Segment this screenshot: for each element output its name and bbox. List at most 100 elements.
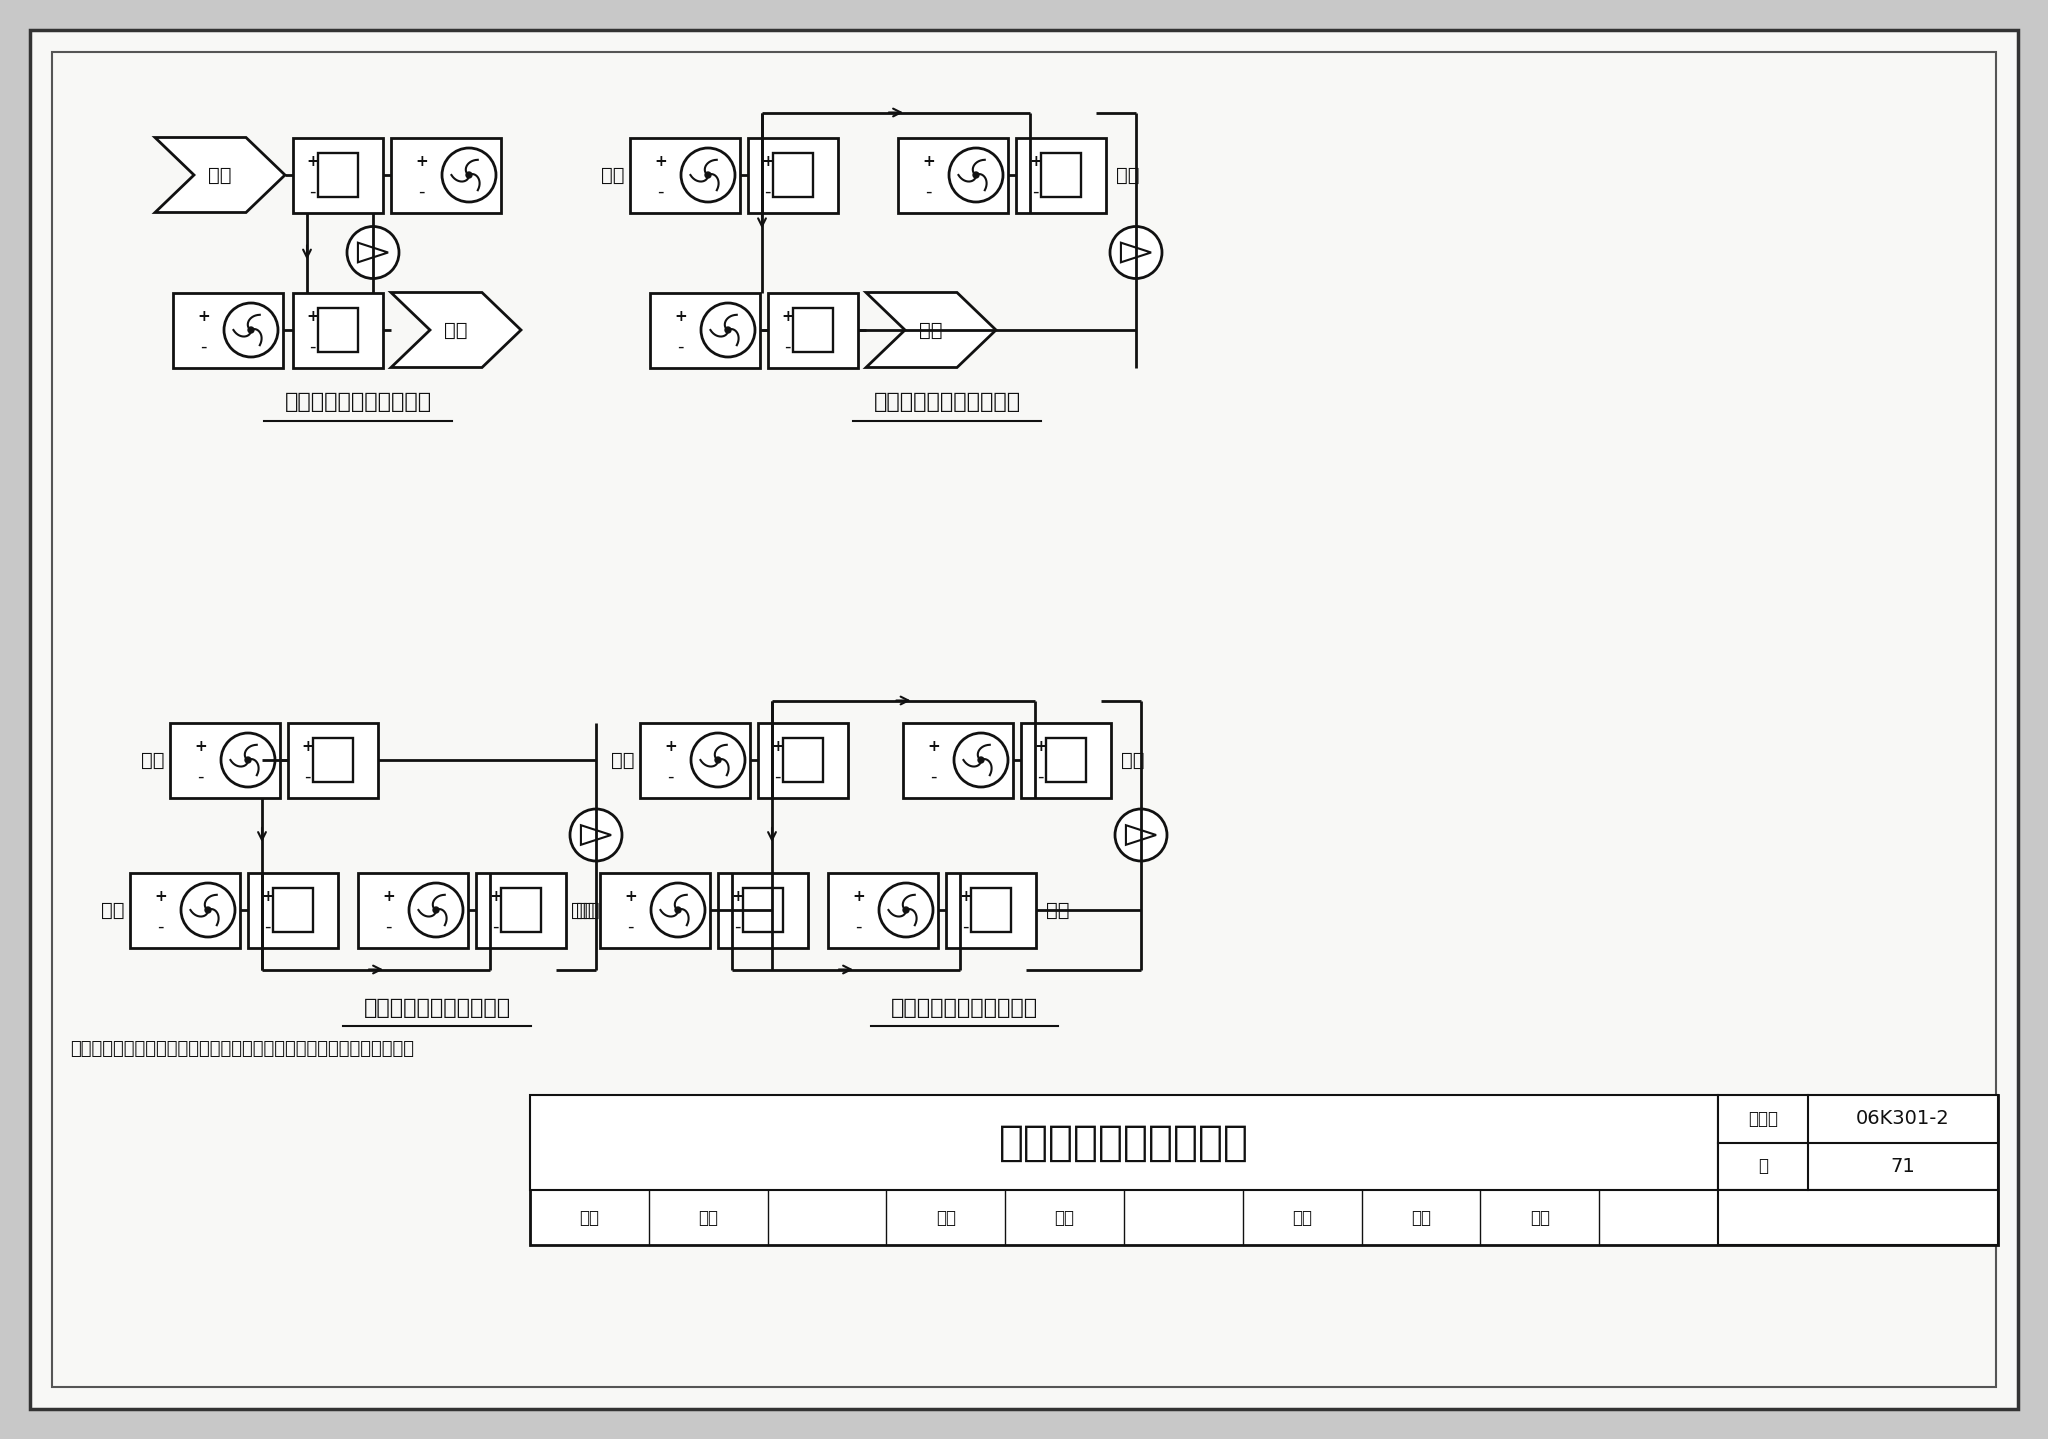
Bar	[768, 292, 858, 367]
Bar	[248, 872, 338, 947]
Text: -: -	[201, 338, 207, 355]
Bar	[631, 138, 739, 213]
Circle shape	[879, 884, 934, 937]
Text: 06K301-2: 06K301-2	[1855, 1109, 1950, 1128]
Bar	[758, 722, 848, 797]
Circle shape	[248, 327, 254, 332]
Circle shape	[651, 884, 705, 937]
Text: +: +	[195, 740, 207, 754]
Bar	[946, 872, 1036, 947]
Text: 审核: 审核	[580, 1209, 600, 1226]
Text: +: +	[772, 740, 784, 754]
Circle shape	[180, 884, 236, 937]
Bar	[502, 888, 541, 931]
Polygon shape	[156, 138, 285, 213]
Text: 新风: 新风	[602, 165, 625, 184]
Text: +: +	[262, 889, 274, 904]
Bar	[530, 1095, 1718, 1190]
Circle shape	[223, 304, 279, 357]
Circle shape	[432, 907, 438, 912]
Bar	[317, 153, 358, 197]
Circle shape	[346, 226, 399, 279]
Text: -: -	[1038, 767, 1044, 786]
Text: 71: 71	[1890, 1157, 1915, 1176]
Text: -: -	[657, 183, 664, 200]
Bar	[530, 1095, 1999, 1245]
Text: +: +	[928, 740, 940, 754]
Text: -: -	[494, 918, 500, 935]
Text: -: -	[668, 767, 674, 786]
Text: -: -	[197, 767, 205, 786]
Text: +: +	[307, 154, 319, 168]
Text: +: +	[922, 154, 936, 168]
Text: 排风: 排风	[444, 321, 467, 340]
Polygon shape	[358, 243, 387, 262]
Bar	[903, 722, 1014, 797]
Circle shape	[410, 884, 463, 937]
Bar	[748, 138, 838, 213]
Bar	[391, 138, 502, 213]
Text: +: +	[1030, 154, 1042, 168]
Text: +: +	[416, 154, 428, 168]
Bar	[1718, 1190, 1999, 1245]
Bar	[313, 738, 352, 781]
Circle shape	[682, 148, 735, 201]
Bar	[1040, 153, 1081, 197]
Bar	[897, 138, 1008, 213]
Text: +: +	[197, 309, 211, 324]
Text: 新风: 新风	[1120, 751, 1145, 770]
Text: +: +	[852, 889, 864, 904]
Text: +: +	[307, 309, 319, 324]
Text: 校对: 校对	[936, 1209, 956, 1226]
Text: -: -	[305, 767, 311, 786]
Circle shape	[205, 907, 211, 912]
Text: -: -	[856, 918, 862, 935]
Text: 王谦: 王谦	[1411, 1209, 1432, 1226]
Text: 排风: 排风	[575, 901, 600, 920]
Text: 新风: 新风	[612, 751, 635, 770]
Text: +: +	[762, 154, 774, 168]
Text: 页: 页	[1757, 1157, 1767, 1176]
Text: -: -	[385, 918, 391, 935]
Bar	[793, 308, 834, 351]
Bar	[272, 888, 313, 931]
Text: -: -	[764, 183, 770, 200]
Circle shape	[246, 757, 252, 763]
Circle shape	[973, 173, 979, 178]
Text: -: -	[678, 338, 684, 355]
Text: 排风: 排风	[920, 321, 942, 340]
Text: +: +	[655, 154, 668, 168]
Circle shape	[705, 173, 711, 178]
Circle shape	[700, 304, 756, 357]
Text: 新风: 新风	[209, 165, 231, 184]
Polygon shape	[1120, 243, 1151, 262]
Circle shape	[715, 757, 721, 763]
Text: +: +	[731, 889, 743, 904]
Bar	[129, 872, 240, 947]
Bar	[172, 292, 283, 367]
Circle shape	[903, 907, 909, 912]
Bar	[743, 888, 782, 931]
Circle shape	[1114, 809, 1167, 861]
Text: 一对一的热回收装置系统: 一对一的热回收装置系统	[285, 393, 432, 413]
Circle shape	[979, 757, 983, 763]
Polygon shape	[582, 825, 610, 845]
Bar	[1718, 1095, 1999, 1190]
Circle shape	[948, 148, 1004, 201]
Bar	[475, 872, 565, 947]
Circle shape	[725, 327, 731, 332]
Text: -: -	[774, 767, 780, 786]
Text: -: -	[930, 767, 938, 786]
Text: 热回收装置系统流程图: 热回收装置系统流程图	[999, 1121, 1249, 1164]
Bar	[1047, 738, 1085, 781]
Bar	[170, 722, 281, 797]
Bar	[289, 722, 379, 797]
Text: 周敏: 周敏	[1055, 1209, 1075, 1226]
Text: +: +	[489, 889, 502, 904]
Text: +: +	[674, 309, 688, 324]
Text: 图集号: 图集号	[1749, 1109, 1778, 1128]
Text: +: +	[625, 889, 637, 904]
Bar	[600, 872, 711, 947]
Circle shape	[467, 173, 471, 178]
Text: -: -	[309, 183, 315, 200]
